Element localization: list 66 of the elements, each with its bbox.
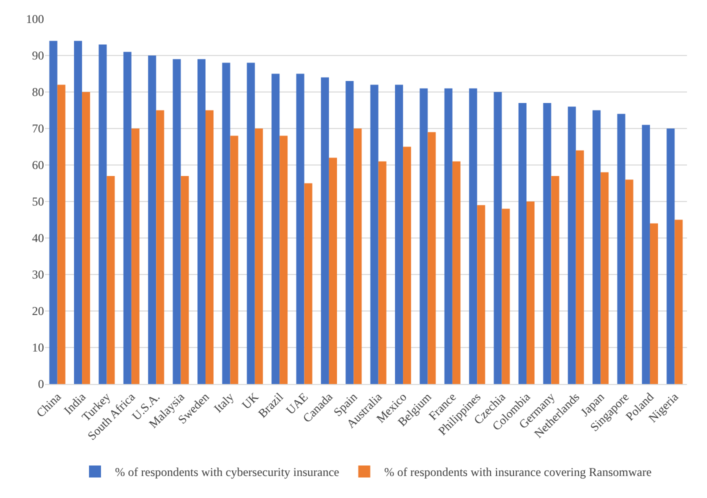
bar <box>650 223 658 384</box>
bar <box>82 92 90 384</box>
bar <box>444 88 452 384</box>
bar <box>49 40 58 384</box>
bar <box>180 176 189 384</box>
bar <box>370 84 378 384</box>
bar <box>304 183 312 384</box>
legend-label: % of respondents with insurance covering Ransomware <box>384 465 652 480</box>
bar <box>420 88 428 384</box>
y-tick-label: 90 <box>32 48 44 63</box>
bar <box>106 176 115 384</box>
bar <box>625 180 634 384</box>
bar <box>222 62 230 384</box>
bar <box>272 74 280 384</box>
bar <box>197 59 206 384</box>
bar <box>617 114 626 384</box>
bar <box>592 110 601 384</box>
bar <box>74 40 82 384</box>
bar <box>254 128 263 384</box>
bar <box>403 146 412 384</box>
bar <box>156 110 164 384</box>
y-tick-label: 10 <box>32 340 44 355</box>
bar <box>642 124 650 384</box>
bar <box>494 92 502 384</box>
bar <box>206 110 214 384</box>
bar <box>395 84 404 384</box>
y-tick-label: 30 <box>32 268 44 282</box>
bar <box>666 128 675 384</box>
bar <box>526 202 535 384</box>
bar <box>600 172 609 384</box>
bar <box>320 77 329 384</box>
legend-label: % of respondents with cybersecurity insurance <box>115 465 340 480</box>
bar <box>346 81 354 384</box>
bar <box>123 52 132 384</box>
bar <box>280 136 288 384</box>
bar <box>428 132 436 384</box>
bar <box>477 205 486 384</box>
y-tick-label: 20 <box>32 304 44 318</box>
y-tick-label: 50 <box>32 194 44 209</box>
bar <box>568 106 576 384</box>
bar <box>57 84 66 384</box>
bar <box>131 128 140 384</box>
bar <box>551 176 560 384</box>
y-tick-label: 100 <box>26 12 44 26</box>
y-tick-label: 60 <box>32 158 44 172</box>
bar <box>518 102 526 384</box>
y-tick-label: 80 <box>32 85 44 100</box>
bar <box>148 56 156 384</box>
x-tick-label: Italy <box>211 390 237 416</box>
bar <box>172 59 181 384</box>
bar <box>296 74 304 384</box>
y-tick-label: 70 <box>32 122 44 136</box>
bar <box>543 102 552 384</box>
bar <box>502 208 510 384</box>
bar <box>246 62 255 384</box>
bar <box>378 161 386 384</box>
bar <box>98 44 107 384</box>
bar <box>328 158 337 384</box>
bar <box>230 136 238 384</box>
bar <box>674 220 683 384</box>
bar <box>354 128 362 384</box>
bar <box>452 161 460 384</box>
bar <box>469 88 478 384</box>
y-tick-label: 40 <box>32 231 44 246</box>
y-tick-label: 0 <box>38 377 44 392</box>
bar <box>576 150 584 384</box>
